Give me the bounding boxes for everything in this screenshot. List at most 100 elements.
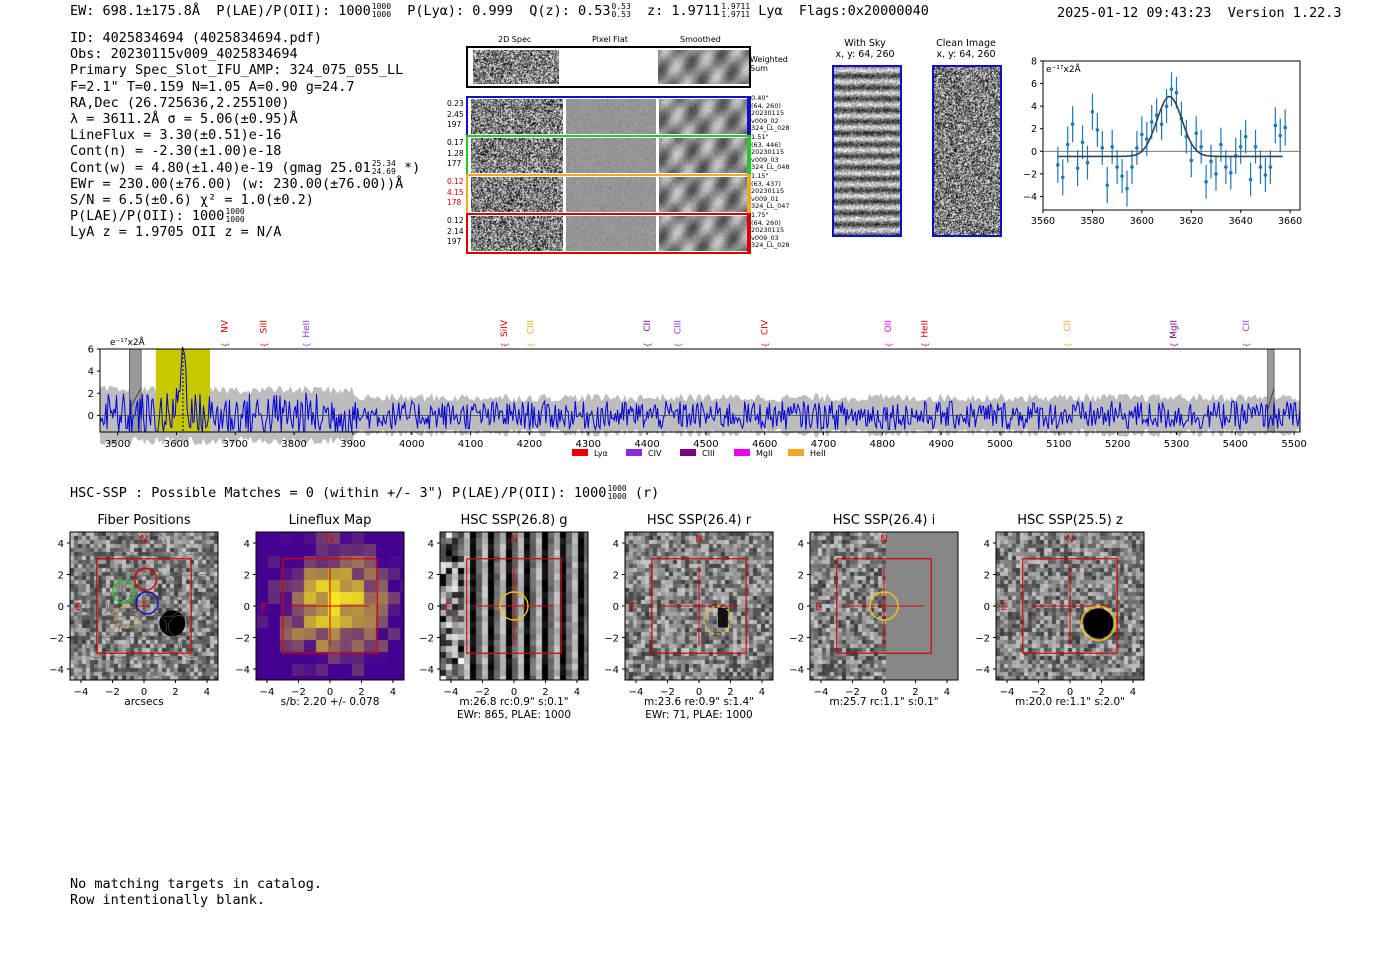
cutout-stat: 0.23 (447, 99, 464, 108)
hsc-caption-line: s/b: 2.20 +/- 0.078 (280, 696, 380, 708)
header-plae: P(LAE)/P(OII): 1000 (216, 3, 371, 19)
cutout-row-marker (747, 96, 749, 135)
bright-source (717, 607, 728, 628)
fit-data-point (1159, 122, 1164, 127)
fit-data-point (1105, 183, 1110, 187)
hsc-panel-caption: m:25.7 rc:1.1" s:0.1" (790, 696, 978, 709)
emission-line-label: MgII (1170, 320, 1180, 339)
cutout-stat: 178 (447, 198, 462, 207)
cutout-row-marker (747, 213, 749, 252)
fit-data-point (1075, 166, 1080, 171)
cutout-2d-spec (471, 138, 563, 173)
fit-model-curve (1057, 95, 1283, 158)
weighted-sum-label: Weighted Sum (750, 55, 788, 73)
spectrum-x-tick-label: 5400 (1223, 439, 1248, 450)
cutout-row (466, 135, 751, 176)
info-plae-hi: 1000 (225, 207, 245, 217)
hsc-panel-caption: m:26.8 rc:0.9" s:0.1" EWr: 865, PLAE: 100… (420, 696, 608, 721)
cutout-meta-line: v009_02 (751, 116, 779, 125)
hsc-y-tick-label: 2 (613, 571, 619, 582)
fit-data-point (1080, 140, 1085, 145)
footer-line: No matching targets in catalog. (70, 876, 322, 892)
header-qz: Q(z): 0.53 (529, 3, 611, 19)
fiber-circle (109, 635, 132, 659)
masked-region-hatch (1267, 387, 1275, 410)
fiber-circle (120, 656, 144, 679)
fiber-circle (73, 615, 97, 638)
fiber-circle (156, 594, 179, 618)
info-cont-w-text: Cont(w) = 4.80(±1.40)e-19 (gmag 25.01 (70, 159, 371, 176)
fit-data-point (1144, 137, 1149, 141)
emission-line-bracket: { (500, 342, 509, 347)
info-line: Obs: 20230115v009_4025834694 (70, 46, 298, 63)
search-box (836, 558, 932, 654)
north-label: N (140, 534, 147, 545)
fiber-circle (132, 635, 156, 659)
fit-data-point (1164, 104, 1169, 108)
spectrum-x-tick-label: 5000 (987, 439, 1012, 450)
emission-line-label: OII (884, 320, 894, 332)
hsc-panel-caption: arcsecs (50, 696, 238, 709)
hsc-x-tick-label: −2 (660, 687, 675, 698)
emission-line-bracket: { (1063, 342, 1072, 347)
cutout-2d-spec (471, 177, 563, 212)
hsc-panel-frame (255, 531, 405, 681)
weighted-2d-spec (473, 50, 559, 84)
hsc-panel-overlay: NE (261, 534, 378, 654)
col-header-smoothed: Smoothed (680, 35, 721, 44)
search-box (1022, 558, 1118, 654)
hsc-panel-overlay: NE (630, 534, 747, 654)
hsc-x-tick-label: −4 (444, 687, 459, 698)
hsc-y-tick-label: −4 (975, 665, 990, 676)
fit-data-point (1273, 123, 1278, 128)
header-plae-lo: 1000 (371, 10, 392, 19)
info-line: LineFlux = 3.30(±0.51)e-16 (70, 127, 282, 144)
hsc-panel-title: HSC SSP(26.8) g (460, 513, 568, 528)
spectrum-line (99, 346, 1301, 434)
hsc-x-tick-label: 2 (358, 687, 364, 698)
cutout-smoothed (659, 138, 749, 173)
spectrum-x-tick-label: 4900 (928, 439, 953, 450)
fit-x-tick-label: 3620 (1179, 216, 1203, 227)
weighted-smoothed (658, 50, 749, 84)
fiber-circle (132, 594, 156, 618)
hsc-x-tick-label: 0 (881, 687, 887, 698)
spectrum-x-tick-label: 4800 (870, 439, 895, 450)
legend-label: MgII (756, 449, 773, 458)
fiber-circle (97, 615, 120, 638)
cutout-meta-line: 324_LL_047 (751, 202, 790, 211)
cutout-meta-line: 324_LL_048 (751, 163, 790, 172)
fit-data-point (1140, 132, 1144, 137)
cutout-stat: 2.45 (447, 109, 464, 119)
fit-y-tick-label: 8 (1031, 57, 1037, 68)
fit-data-point (1224, 165, 1228, 169)
fiber-circle (191, 615, 215, 638)
cutout-stat: 0.17 (447, 138, 464, 147)
hsc-x-tick-label: 2 (912, 687, 918, 698)
hsc-summary: HSC-SSP : Possible Matches = 0 (within +… (70, 485, 659, 502)
cutout-meta-line: 324_LL_028 (751, 241, 790, 250)
footer-line: Row intentionally blank. (70, 892, 266, 909)
spectrum-x-tick-label: 4400 (634, 439, 659, 450)
hsc-x-tick-label: −2 (845, 687, 860, 698)
spectrum-x-tick-label: 3600 (164, 439, 189, 450)
cutout-meta-line: 324_LL_028 (751, 124, 790, 133)
hsc-x-tick-label: 0 (141, 687, 147, 698)
weighted-sum-row (466, 46, 751, 88)
cutout-row-meta: 0.40" (64, 260) 20230115 v009_02 324_LL_028 (751, 94, 790, 133)
info-sn: S/N = 6.5(±0.6) χ² = 1.0(±0.2) (70, 192, 314, 209)
cutout-row-stats: 0.23 2.45 197 (447, 99, 464, 131)
hsc-x-tick-label: 0 (327, 687, 333, 698)
cutout-meta-line: (63, 437) (751, 179, 781, 188)
hsc-caption-line: m:25.7 rc:1.1" s:0.1" (829, 696, 939, 708)
header-qz-lo: 0.53 (611, 10, 631, 19)
cutout-row-marker (747, 135, 749, 174)
info-line: Cont(n) = -2.30(±1.00)e-18 (70, 143, 282, 160)
header-ew: EW: 698.1±175.8Å (70, 3, 201, 19)
hsc-x-tick-label: 2 (172, 687, 178, 698)
fit-data-point (1085, 160, 1090, 165)
with-sky-label: With Sky (844, 38, 886, 49)
hsc-y-tick-label: −4 (235, 665, 250, 676)
fit-x-tick-label: 3580 (1080, 216, 1104, 227)
fit-data-point (1263, 173, 1268, 177)
